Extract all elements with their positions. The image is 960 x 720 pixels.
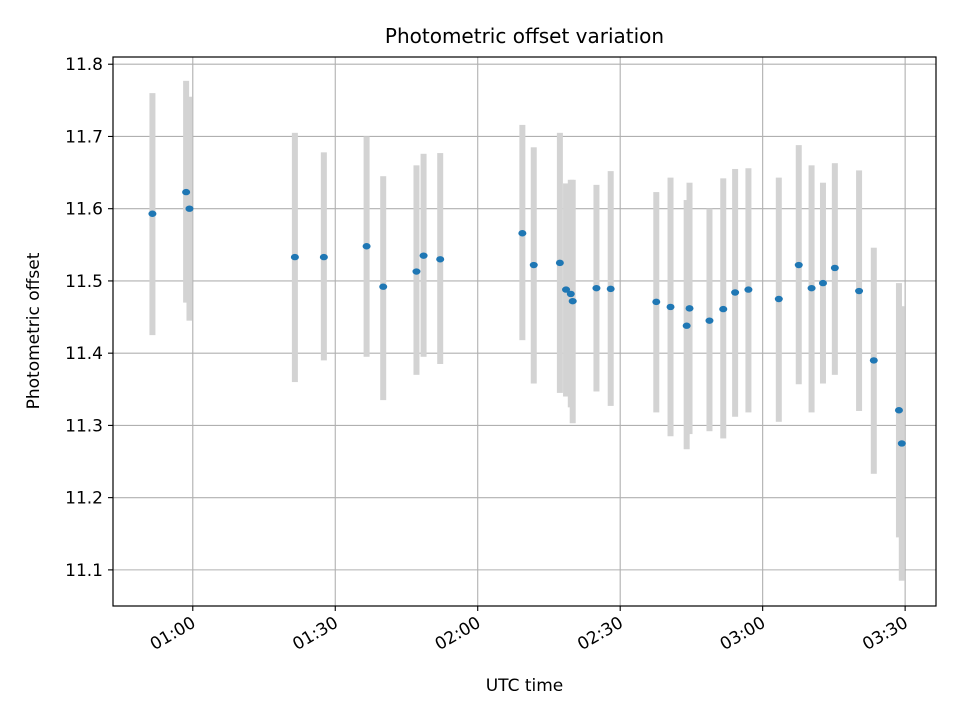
y-tick-label: 11.2 <box>65 489 103 509</box>
data-point <box>290 253 299 261</box>
data-point <box>705 317 714 324</box>
y-axis-label: Photometric offset <box>24 252 44 409</box>
y-tick-label: 11.7 <box>65 127 103 147</box>
y-tick-label: 11.4 <box>65 344 103 364</box>
data-point <box>807 284 816 292</box>
data-point <box>869 357 878 364</box>
data-point <box>148 210 157 217</box>
data-point <box>319 253 328 261</box>
data-point <box>518 230 527 237</box>
chart-title: Photometric offset variation <box>385 24 664 48</box>
y-axis-ticks: 11.1 11.2 11.3 11.4 11.5 11.6 11.7 11.8 <box>65 55 113 581</box>
y-tick-label: 11.3 <box>65 416 103 436</box>
plot-area <box>112 56 937 607</box>
data-point <box>894 407 903 414</box>
data-point <box>529 261 538 269</box>
data-point <box>436 256 445 263</box>
data-point <box>362 243 371 250</box>
data-point <box>652 298 661 306</box>
y-tick-label: 11.1 <box>65 561 103 581</box>
data-point <box>562 286 571 293</box>
data-point <box>182 188 191 196</box>
data-point <box>379 283 388 290</box>
data-point <box>719 305 728 313</box>
data-point <box>794 261 803 269</box>
axes-frame <box>112 56 937 607</box>
data-point <box>419 252 428 259</box>
y-tick-label: 11.6 <box>65 200 103 220</box>
data-point <box>185 205 194 212</box>
data-point <box>568 297 577 305</box>
data-point <box>606 285 615 293</box>
data-point <box>682 322 691 329</box>
data-point <box>897 440 906 447</box>
data-points <box>148 188 906 447</box>
data-point <box>774 295 783 303</box>
y-tick-label: 11.8 <box>65 55 103 75</box>
data-point <box>855 287 864 295</box>
data-point <box>744 286 753 293</box>
data-point <box>666 303 675 311</box>
data-point <box>685 305 694 312</box>
data-point <box>566 290 575 298</box>
data-point <box>592 284 601 292</box>
data-point <box>818 279 827 287</box>
data-point <box>830 264 839 272</box>
x-axis-label: UTC time <box>486 676 564 696</box>
y-tick-label: 11.5 <box>65 272 103 292</box>
data-point <box>555 259 564 267</box>
data-point <box>412 268 421 275</box>
data-point <box>731 289 740 296</box>
